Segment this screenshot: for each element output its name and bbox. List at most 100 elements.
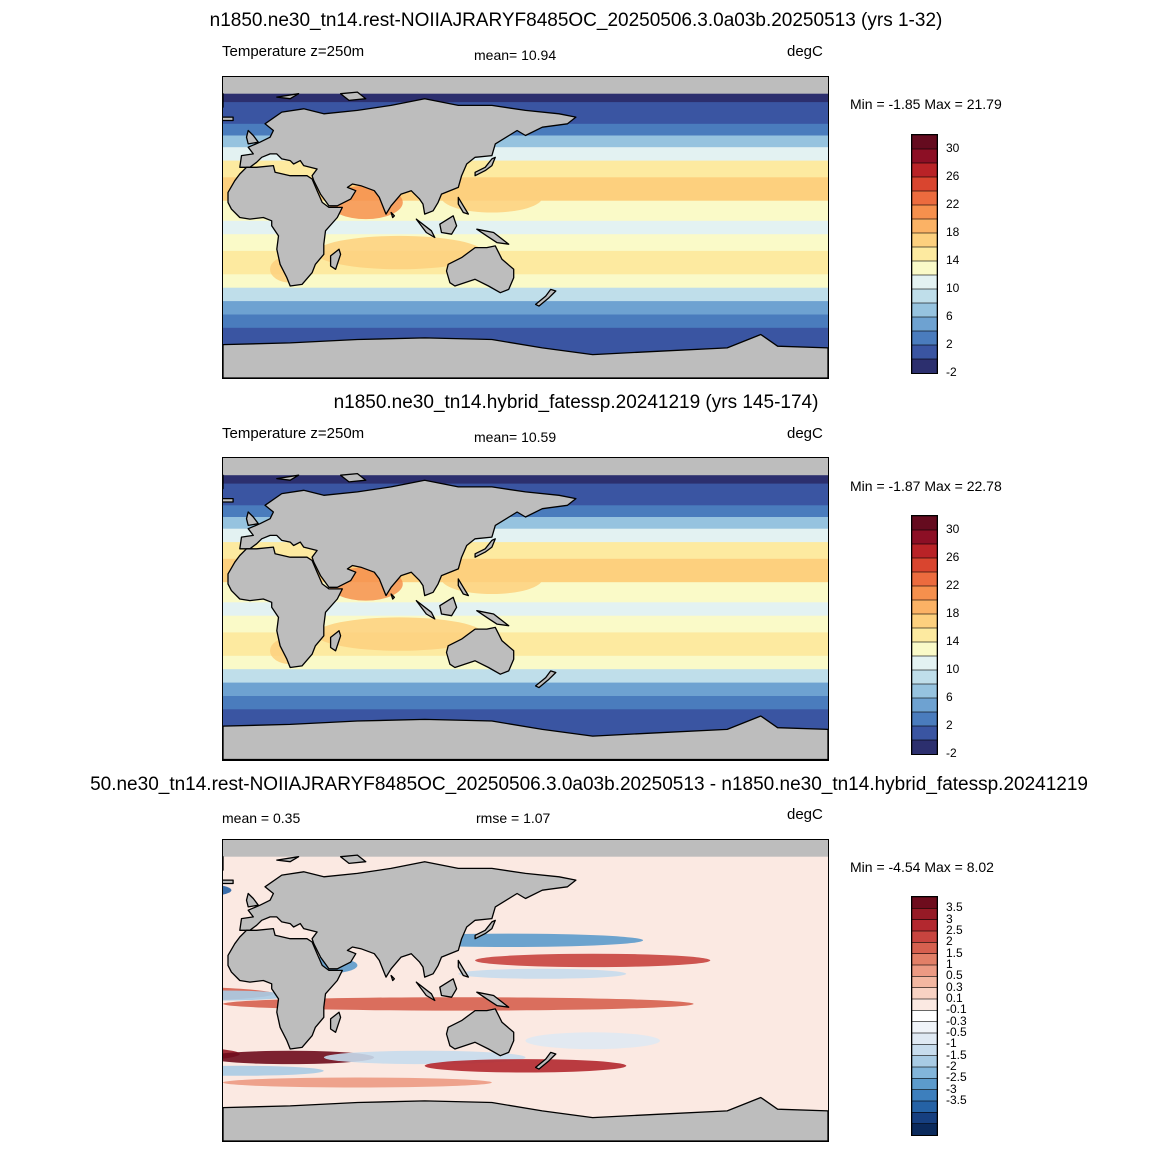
colorbar-swatch <box>912 711 937 727</box>
landmass <box>439 978 458 998</box>
ocean-band <box>223 274 828 289</box>
panel2-map-svg <box>223 458 828 760</box>
colorbar-tick-label: 3.5 <box>946 900 963 915</box>
panel2-units-label: degC <box>787 425 823 442</box>
landmass <box>415 218 436 239</box>
colorbar-swatch <box>912 1123 937 1135</box>
landmass <box>223 1096 828 1141</box>
landmass <box>245 511 259 527</box>
landmass <box>445 626 515 675</box>
colorbar-swatch <box>912 655 937 671</box>
colorbar-swatch <box>912 942 937 955</box>
landmass <box>534 1051 557 1070</box>
landmass <box>390 211 396 219</box>
landmass <box>223 116 234 122</box>
colorbar-swatch <box>912 316 937 332</box>
colorbar-tick-label: 2.5 <box>946 923 963 937</box>
landmass <box>474 156 496 177</box>
ocean-warm-pool <box>441 182 543 213</box>
landmass <box>276 93 300 100</box>
panel1-colorbar <box>911 134 938 374</box>
colorbar-swatch <box>912 953 937 966</box>
colorbar-tick-label: 26 <box>946 550 960 564</box>
panel2-map <box>222 457 829 761</box>
colorbar-swatch <box>912 1089 937 1102</box>
landmass <box>390 974 396 982</box>
colorbar-swatch <box>912 998 937 1012</box>
ocean-band <box>223 287 828 302</box>
colorbar-swatch <box>912 190 937 206</box>
panel3-mean-label: mean = 0.35 <box>222 810 301 826</box>
colorbar-tick-label: 22 <box>946 197 960 211</box>
colorbar-tick-label: 0.3 <box>946 979 963 994</box>
colorbar-swatch <box>912 571 937 587</box>
colorbar-tick-label: -3 <box>946 1081 957 1096</box>
panel1-mean-label: mean= 10.94 <box>474 47 557 63</box>
panel1-map <box>222 76 829 379</box>
colorbar-tick-label: -2 <box>946 365 957 379</box>
colorbar-tick-label: 26 <box>946 169 960 183</box>
ocean-band <box>223 220 828 235</box>
anomaly-streak <box>223 885 232 895</box>
landmass <box>476 228 510 245</box>
landmass <box>457 196 470 215</box>
colorbar-swatch <box>912 1112 937 1125</box>
ocean-band <box>223 682 828 697</box>
colorbar-swatch <box>912 976 937 989</box>
landmass <box>239 98 577 215</box>
anomaly-streak <box>458 968 627 979</box>
colorbar-tick-label: -2 <box>946 1059 957 1073</box>
colorbar-swatch <box>912 135 937 150</box>
colorbar-swatch <box>912 897 937 910</box>
landmass <box>415 599 436 620</box>
landmass <box>476 991 510 1008</box>
colorbar-tick-label: -2.5 <box>946 1070 967 1085</box>
ocean-band <box>223 655 828 670</box>
colorbar-swatch <box>912 683 937 699</box>
landmass <box>223 879 234 885</box>
colorbar-tick-label: 2 <box>946 718 953 732</box>
landmass <box>339 854 367 865</box>
colorbar-tick-label: 18 <box>946 225 960 239</box>
ocean-warm-pool <box>315 617 484 651</box>
landmass <box>245 892 259 908</box>
panel3-colorbar-svg <box>912 897 937 1135</box>
colorbar-swatch <box>912 669 937 685</box>
landmass <box>329 1011 342 1033</box>
panel2-colorbar-svg <box>912 516 937 754</box>
colorbar-tick-label: 0.5 <box>946 968 963 983</box>
colorbar-swatch <box>912 260 937 276</box>
colorbar-swatch <box>912 1010 937 1023</box>
colorbar-swatch <box>912 1066 937 1080</box>
landmass <box>415 981 436 1002</box>
landmass <box>227 546 343 669</box>
anomaly-streak <box>223 1050 375 1065</box>
colorbar-tick-label: 0.1 <box>946 991 963 1005</box>
anomaly-streak <box>223 1077 492 1088</box>
landmass <box>227 164 343 287</box>
colorbar-swatch <box>912 1021 937 1034</box>
anomaly-streak <box>475 953 711 968</box>
landmass <box>339 91 367 102</box>
landmass <box>223 497 234 503</box>
anomaly-streak <box>223 997 694 1011</box>
landmass <box>390 593 396 600</box>
colorbar-swatch <box>912 344 937 360</box>
ocean-band <box>223 696 828 710</box>
colorbar-tick-label: 10 <box>946 662 960 676</box>
landmass <box>239 479 577 597</box>
colorbar-swatch <box>912 930 937 944</box>
landmass <box>227 927 343 1050</box>
ocean-warm-pool <box>441 563 543 594</box>
landmass <box>474 919 496 940</box>
anomaly-streak <box>223 1065 324 1076</box>
colorbar-tick-label: -3.5 <box>946 1093 967 1107</box>
panel3-colorbar <box>911 896 938 1136</box>
colorbar-swatch <box>912 964 937 978</box>
landmass <box>474 538 496 558</box>
panel1-map-svg <box>223 77 828 378</box>
colorbar-swatch <box>912 585 937 601</box>
colorbar-swatch <box>912 302 937 318</box>
colorbar-tick-label: -2 <box>946 746 957 760</box>
colorbar-tick-label: -0.5 <box>946 1025 967 1039</box>
